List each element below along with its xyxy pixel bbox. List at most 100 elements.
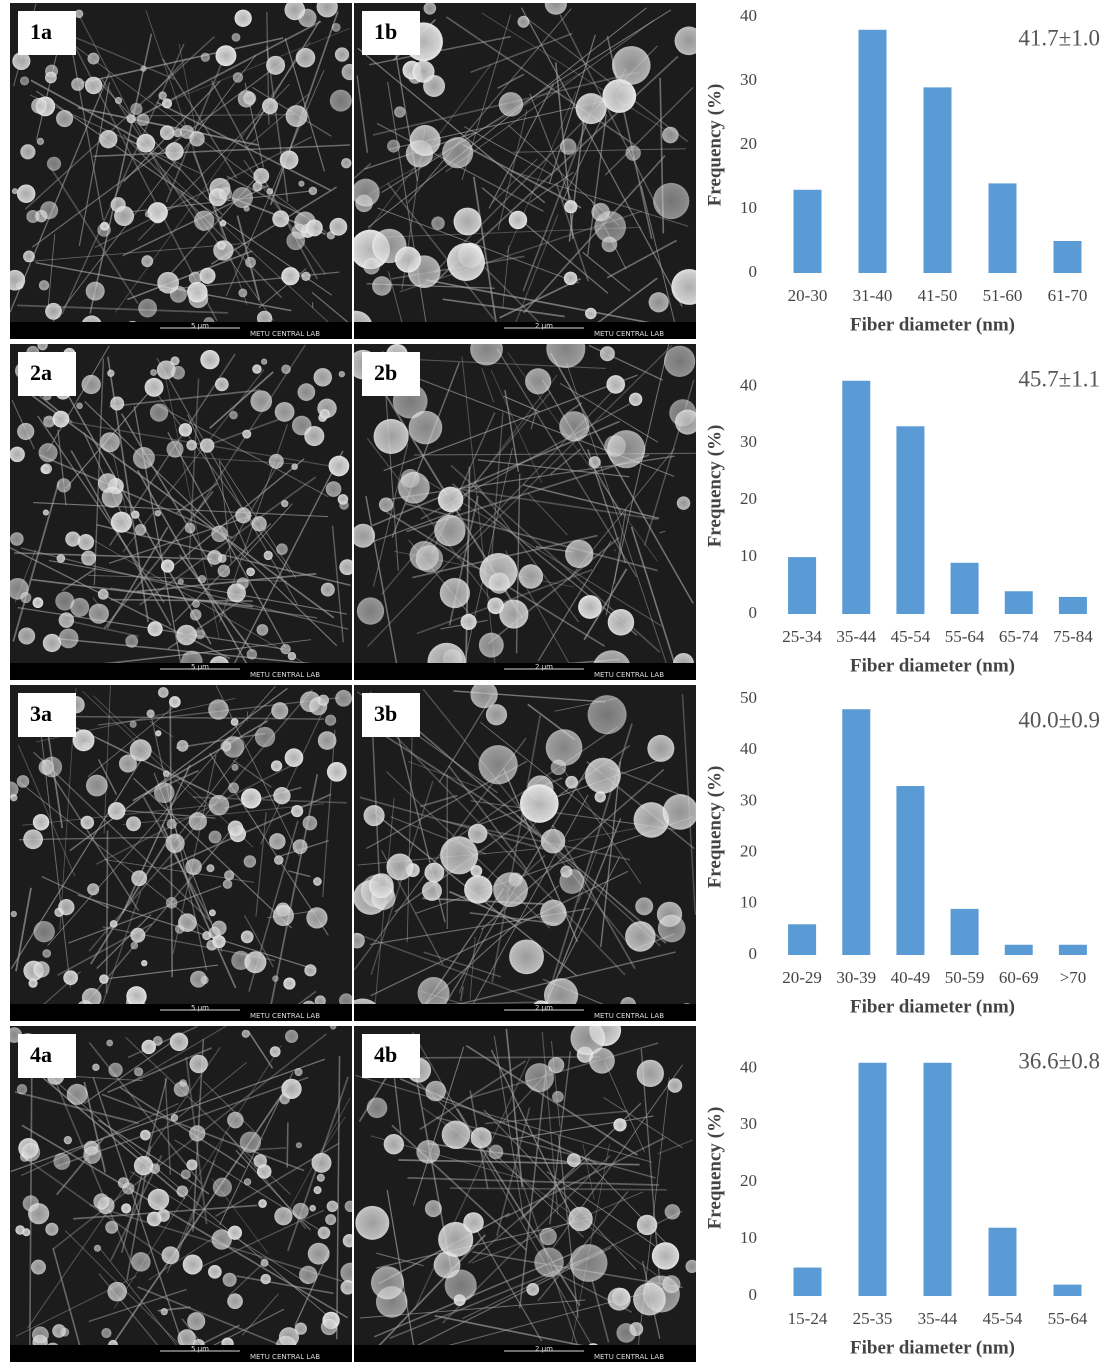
bead — [228, 782, 240, 794]
fiber — [94, 136, 312, 249]
fiber — [589, 277, 658, 329]
bead — [185, 858, 202, 876]
bead — [241, 788, 262, 809]
y-tick-label: 40 — [740, 6, 757, 25]
fiber — [202, 1080, 264, 1141]
y-tick-label: 30 — [740, 70, 757, 89]
bead — [519, 784, 559, 823]
fiber — [20, 1154, 169, 1261]
bead — [274, 1207, 293, 1226]
bead — [206, 864, 215, 873]
fiber — [25, 36, 215, 210]
fiber — [376, 1218, 589, 1269]
fiber — [640, 185, 678, 331]
annotation: 40.0±0.9 — [1018, 707, 1100, 732]
bead — [268, 453, 284, 469]
fiber — [136, 469, 253, 674]
bead — [526, 1283, 540, 1296]
fiber — [77, 12, 172, 192]
bead — [339, 559, 352, 576]
bead — [568, 1206, 593, 1232]
bead — [20, 144, 36, 160]
fiber — [481, 12, 665, 130]
bead — [208, 794, 230, 816]
bead — [578, 595, 602, 619]
fiber — [236, 1275, 334, 1295]
fiber — [489, 412, 504, 573]
info-bar — [10, 1345, 352, 1362]
fiber — [27, 242, 250, 262]
bead — [85, 774, 108, 797]
fiber — [269, 11, 339, 206]
bead — [126, 986, 147, 1007]
bead — [240, 930, 254, 944]
fiber — [559, 383, 659, 443]
fiber — [149, 720, 174, 738]
bead — [341, 157, 352, 169]
fiber — [294, 1251, 330, 1327]
bead — [109, 920, 118, 928]
fiber — [365, 495, 399, 670]
fiber — [40, 757, 140, 912]
lab-label: METU CENTRAL LAB — [250, 1012, 320, 1020]
bead — [313, 368, 332, 387]
fiber — [491, 715, 542, 983]
fiber — [33, 502, 328, 518]
bead — [99, 974, 109, 984]
bead — [189, 609, 202, 621]
fiber — [522, 95, 598, 292]
bead — [77, 534, 95, 551]
fiber — [464, 794, 589, 1021]
bead — [76, 402, 83, 410]
bead — [274, 401, 295, 422]
fiber — [241, 1293, 279, 1336]
fiber — [523, 155, 666, 314]
fiber — [20, 547, 349, 630]
bead — [354, 178, 380, 207]
bead — [231, 187, 253, 209]
bead — [130, 941, 139, 950]
bead — [437, 486, 464, 513]
bead — [266, 188, 274, 195]
bead — [316, 1173, 325, 1182]
scale-label: 5 µm — [191, 322, 209, 330]
fiber — [549, 1051, 572, 1225]
fiber — [224, 462, 280, 556]
bead — [161, 1246, 180, 1265]
bead — [133, 1155, 154, 1176]
fiber — [244, 93, 310, 150]
bead — [525, 368, 552, 395]
bead — [154, 510, 161, 517]
fiber — [176, 482, 219, 514]
panel-label: 2a — [30, 360, 52, 385]
bead — [177, 1329, 196, 1348]
bead — [341, 63, 352, 81]
y-axis-title: Frequency (%) — [704, 1107, 725, 1230]
fiber — [419, 1060, 526, 1131]
fiber — [558, 856, 621, 975]
bead — [487, 597, 504, 615]
annotation: 41.7±1.0 — [1018, 25, 1100, 50]
fiber — [322, 729, 336, 898]
bead — [338, 370, 345, 378]
bead — [32, 814, 50, 831]
bead — [88, 603, 109, 624]
fiber — [470, 32, 573, 74]
lab-label: METU CENTRAL LAB — [250, 1353, 320, 1361]
bead — [559, 411, 590, 442]
fiber — [471, 1191, 644, 1264]
fiber — [659, 530, 666, 534]
bead — [239, 1131, 262, 1153]
x-tick-label: 65-74 — [999, 627, 1039, 646]
fiber — [46, 345, 110, 452]
bead — [453, 207, 482, 236]
bead — [87, 883, 100, 896]
bead — [326, 762, 347, 782]
bead — [266, 55, 286, 75]
bead — [93, 1244, 101, 1252]
fiber — [286, 1122, 289, 1168]
fiber — [159, 166, 338, 331]
lab-label: METU CENTRAL LAB — [250, 671, 320, 679]
bead — [354, 932, 365, 949]
bead — [246, 648, 258, 660]
